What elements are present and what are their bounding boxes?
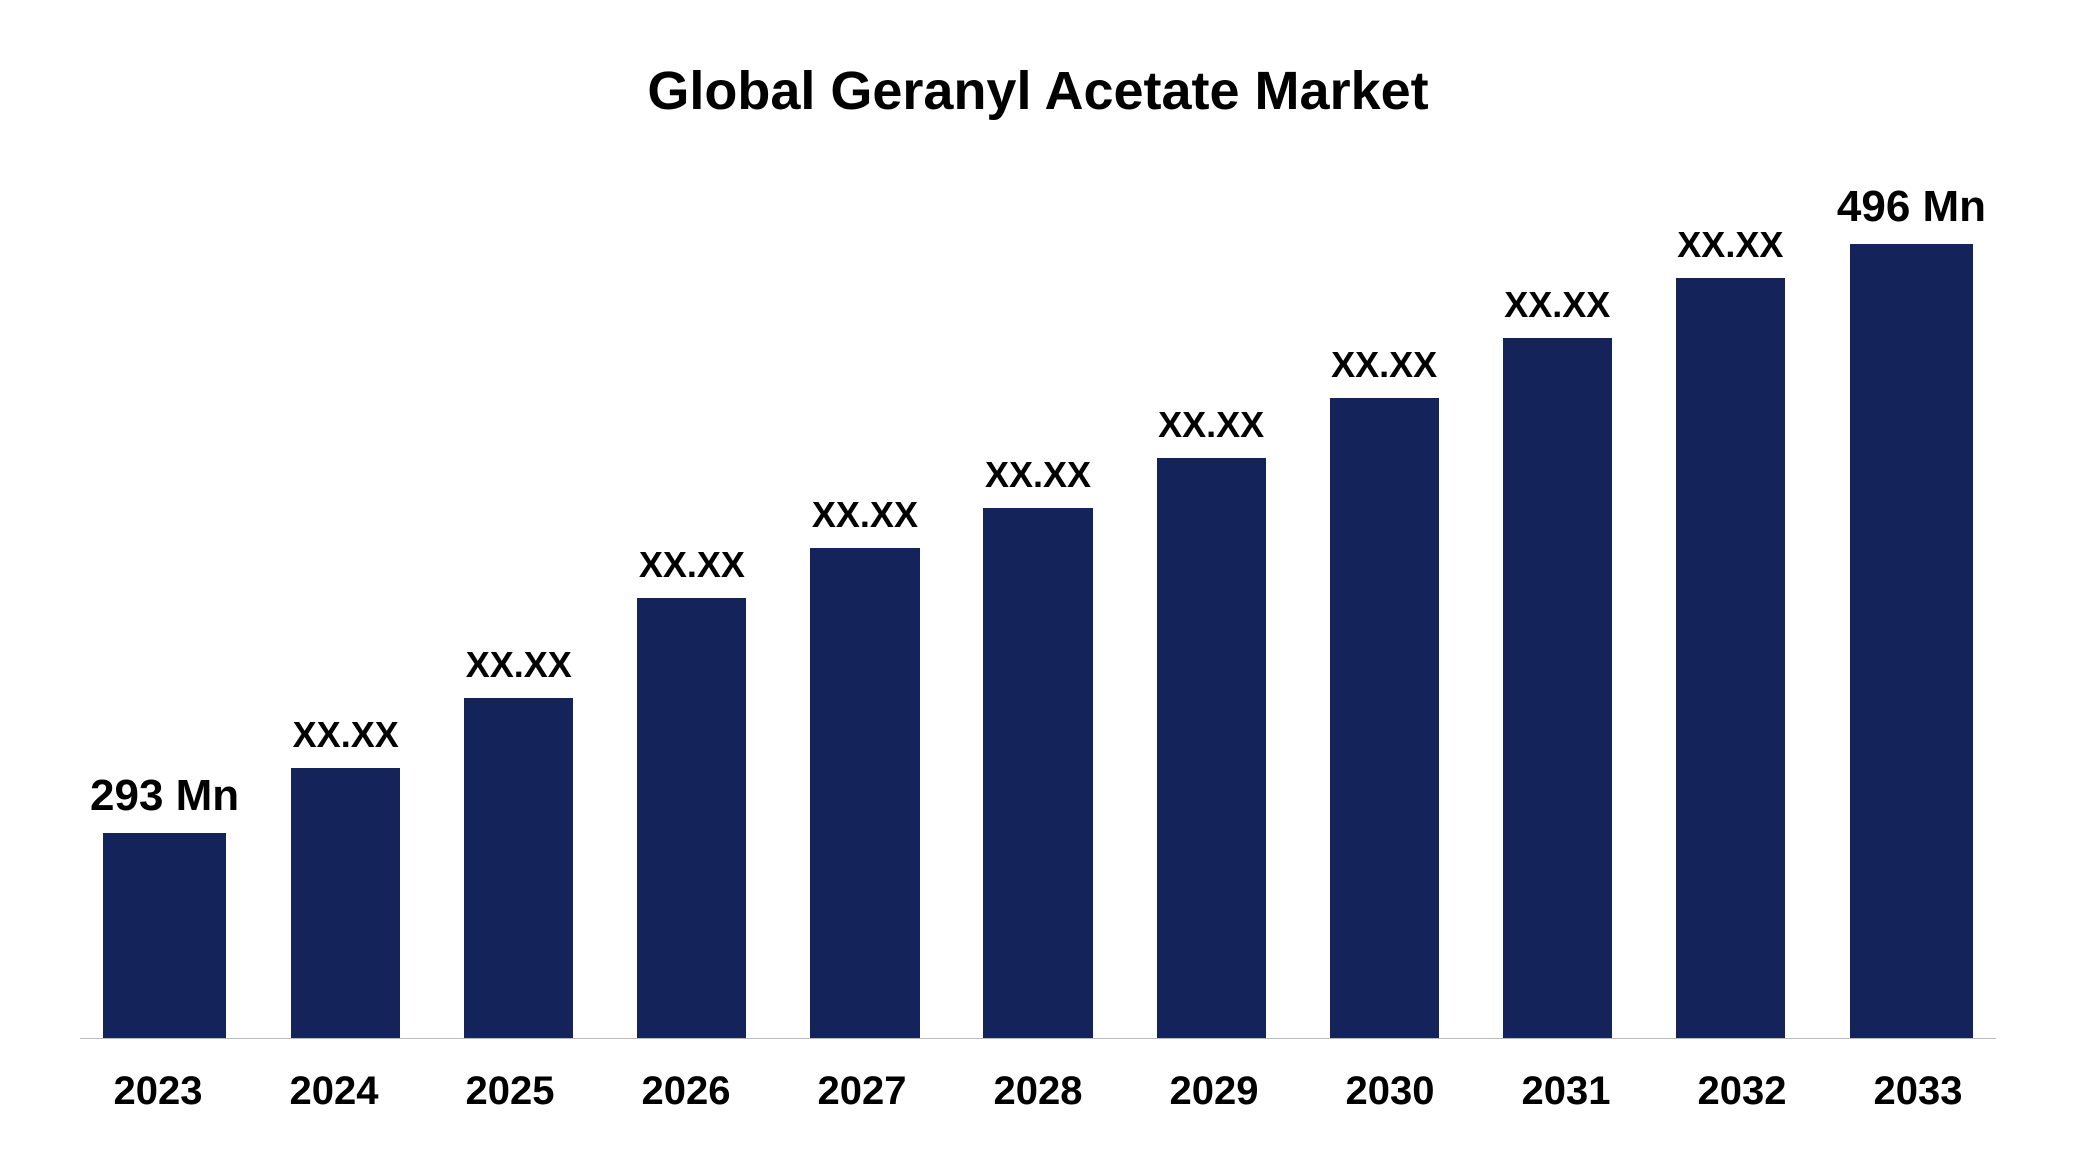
bar-group: XX.XX xyxy=(798,182,931,1038)
x-axis-tick: 2031 xyxy=(1498,1069,1634,1114)
bar-group: XX.XX xyxy=(625,182,758,1038)
bar-value-label: XX.XX xyxy=(293,714,399,756)
chart-title: Global Geranyl Acetate Market xyxy=(80,60,1996,122)
bar-value-label: 293 Mn xyxy=(90,771,239,821)
bar-value-label: 496 Mn xyxy=(1837,182,1986,232)
bar xyxy=(103,833,225,1038)
bar-group: XX.XX xyxy=(1145,182,1278,1038)
bar xyxy=(464,698,573,1038)
x-axis-tick: 2024 xyxy=(266,1069,402,1114)
bar-value-label: XX.XX xyxy=(985,454,1091,496)
bar-value-label: XX.XX xyxy=(1504,284,1610,326)
x-axis-tick: 2032 xyxy=(1674,1069,1810,1114)
bar-value-label: XX.XX xyxy=(1677,224,1783,266)
bar xyxy=(1157,458,1266,1038)
plot-area: 293 Mn XX.XX XX.XX XX.XX XX.XX XX.XX XX.XX XX.X… xyxy=(80,182,1996,1039)
bar xyxy=(1676,278,1785,1038)
bar xyxy=(1850,244,1972,1038)
x-axis-tick: 2023 xyxy=(90,1069,226,1114)
bar xyxy=(983,508,1092,1038)
x-axis-tick: 2027 xyxy=(794,1069,930,1114)
bar-group: 293 Mn xyxy=(90,182,239,1038)
x-axis-tick: 2026 xyxy=(618,1069,754,1114)
bar-group: XX.XX xyxy=(1491,182,1624,1038)
bar xyxy=(291,768,400,1038)
x-axis-tick: 2029 xyxy=(1146,1069,1282,1114)
bar-group: XX.XX xyxy=(1318,182,1451,1038)
bar-group: XX.XX xyxy=(452,182,585,1038)
bar-value-label: XX.XX xyxy=(466,644,572,686)
x-axis-tick: 2025 xyxy=(442,1069,578,1114)
bar xyxy=(810,548,919,1038)
x-axis-tick: 2030 xyxy=(1322,1069,1458,1114)
bar-value-label: XX.XX xyxy=(1331,344,1437,386)
bar-value-label: XX.XX xyxy=(812,494,918,536)
bar-group: XX.XX xyxy=(971,182,1104,1038)
bar-value-label: XX.XX xyxy=(1158,404,1264,446)
bar-value-label: XX.XX xyxy=(639,544,745,586)
x-axis-tick: 2028 xyxy=(970,1069,1106,1114)
bar xyxy=(637,598,746,1038)
bar xyxy=(1330,398,1439,1038)
bar xyxy=(1503,338,1612,1038)
bar-group: XX.XX xyxy=(279,182,412,1038)
x-axis-tick: 2033 xyxy=(1850,1069,1986,1114)
bar-group: XX.XX xyxy=(1664,182,1797,1038)
x-axis: 2023 2024 2025 2026 2027 2028 2029 2030 2031 2032… xyxy=(80,1069,1996,1114)
chart-container: Global Geranyl Acetate Market 293 Mn XX.X… xyxy=(80,60,1996,1114)
bar-group: 496 Mn xyxy=(1837,182,1986,1038)
